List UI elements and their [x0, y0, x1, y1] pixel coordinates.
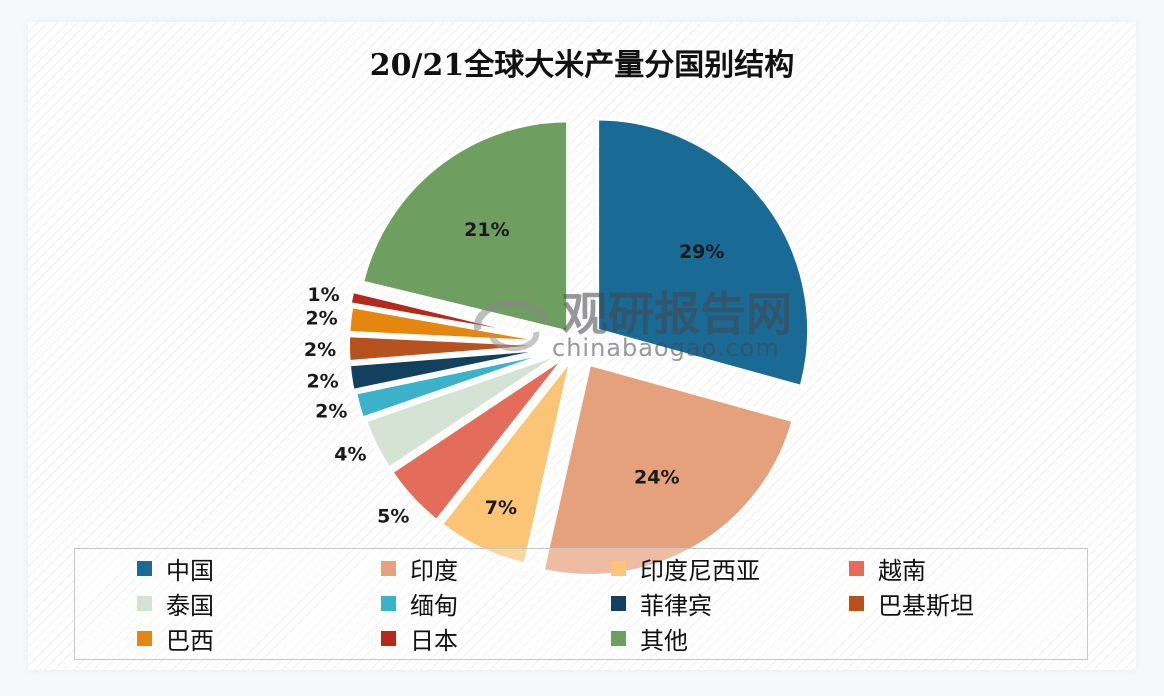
legend-label: 越南: [878, 556, 926, 585]
pie-slice-0: [595, 116, 812, 390]
legend-item: 泰国: [137, 586, 214, 620]
legend-swatch: [381, 630, 396, 646]
pie-slice-10: [359, 118, 571, 335]
legend-label: 其他: [640, 626, 688, 655]
slice-label: 4%: [334, 443, 366, 465]
legend-item: 缅甸: [381, 586, 458, 620]
legend-swatch: [381, 560, 396, 576]
legend-label: 缅甸: [410, 591, 458, 620]
chart-title: 20/21全球大米产量分国别结构: [369, 48, 795, 83]
slice-label: 2%: [305, 308, 337, 330]
legend-label: 菲律宾: [640, 591, 712, 620]
pie-labels: 29%24%7%5%4%2%2%2%2%1%21%: [304, 219, 725, 527]
legend-swatch: [611, 630, 626, 646]
pie-slice-7: [346, 333, 561, 365]
pie-slice-5: [352, 347, 564, 422]
pie-slice-3: [388, 352, 570, 524]
pie-slice-2: [438, 356, 574, 567]
legend-label: 中国: [166, 556, 214, 585]
slice-label: 29%: [679, 241, 724, 263]
legend-label: 印度: [410, 556, 458, 585]
slice-label: 1%: [307, 284, 339, 306]
legend-item: 印度: [381, 551, 458, 585]
slice-label: 2%: [304, 339, 336, 361]
slice-label: 24%: [634, 467, 679, 489]
legend-item: 日本: [381, 621, 458, 655]
watermark-cn: 观研报告网: [562, 287, 792, 341]
chart-frame: [28, 22, 1136, 670]
slice-label: 5%: [377, 506, 409, 528]
legend-item: 巴西: [137, 621, 214, 655]
legend-label: 巴西: [166, 626, 214, 655]
slice-label: 2%: [306, 370, 338, 392]
legend-label: 日本: [410, 626, 458, 655]
legend-item: 中国: [137, 551, 214, 585]
legend-label: 巴基斯坦: [878, 591, 974, 620]
legend-swatch: [137, 560, 152, 576]
watermark: 观研报告网 chinabaogao.com: [473, 287, 792, 362]
pie-slice-1: [540, 361, 797, 578]
watermark-logo-icon: [473, 300, 550, 352]
legend-swatch: [849, 595, 864, 611]
slice-label: 2%: [315, 401, 347, 423]
pie-slice-6: [346, 345, 561, 394]
legend-swatch: [611, 560, 626, 576]
chart-legend: 中国 印度 印度尼西亚 越南泰国 缅甸 菲律宾 巴基斯坦巴西 日本 其他: [74, 548, 1088, 660]
pie-slice-9: [347, 288, 559, 343]
slice-label: 7%: [485, 497, 517, 519]
legend-swatch: [381, 595, 396, 611]
legend-item: 印度尼西亚: [611, 551, 760, 585]
legend-item: 菲律宾: [611, 586, 712, 620]
legend-item: 越南: [849, 551, 926, 585]
pie-slice-4: [362, 349, 567, 472]
legend-swatch: [137, 595, 152, 611]
legend-label: 印度尼西亚: [640, 556, 760, 585]
legend-item: 巴基斯坦: [849, 586, 974, 620]
legend-swatch: [611, 595, 626, 611]
legend-swatch: [849, 560, 864, 576]
legend-label: 泰国: [166, 591, 214, 620]
pie-slices: [346, 116, 812, 578]
slice-label: 21%: [464, 219, 509, 241]
legend-swatch: [137, 630, 152, 646]
legend-item: 其他: [611, 621, 688, 655]
watermark-en: chinabaogao.com: [552, 334, 780, 362]
